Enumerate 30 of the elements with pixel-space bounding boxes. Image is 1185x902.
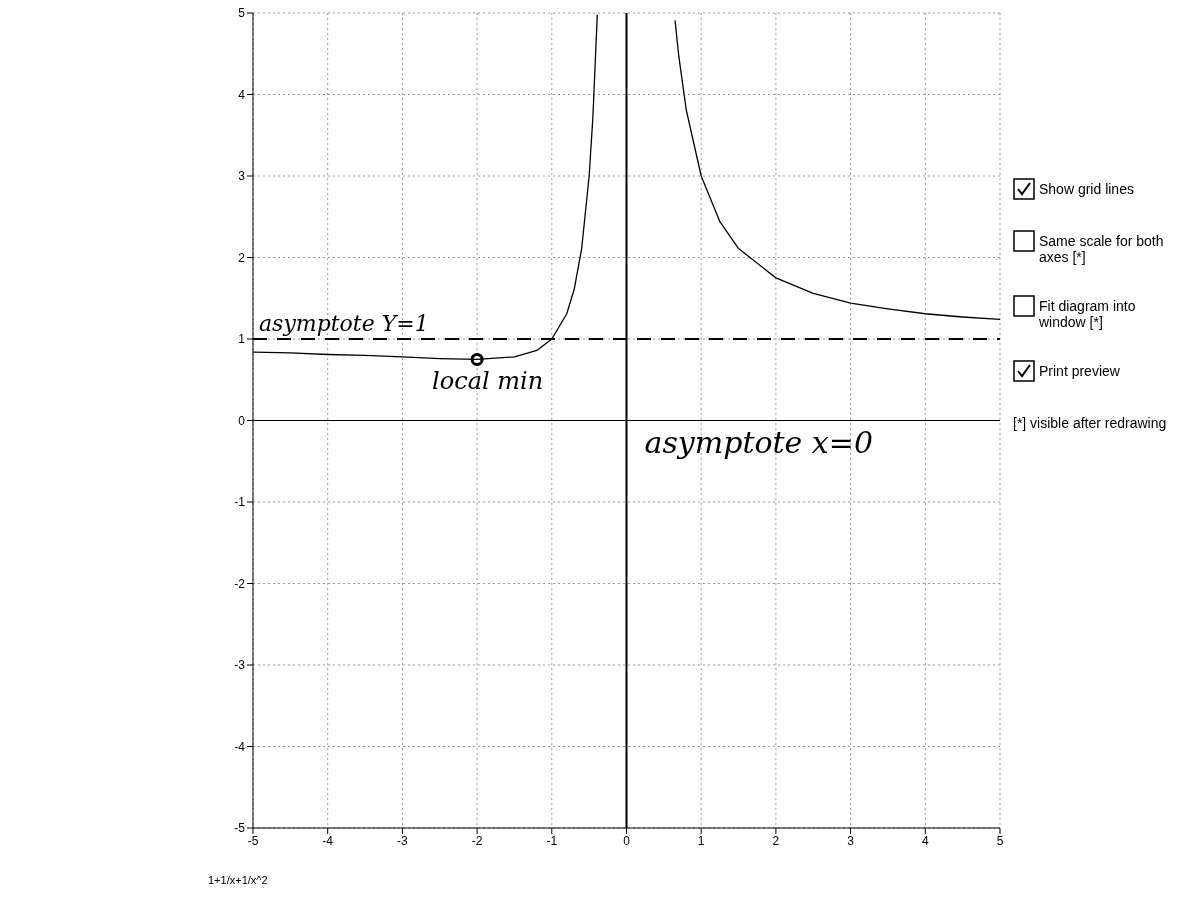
text: Same scale for both axes [*]	[1039, 232, 1165, 265]
x-tick-label: 5	[996, 833, 1004, 848]
text: Print preview	[1039, 362, 1120, 379]
y-tick-label: -4	[234, 739, 246, 754]
text: [*] visible after redrawing	[1013, 414, 1167, 431]
x-tick-label: -4	[322, 833, 334, 848]
ref-line-label: asymptote Y=1	[259, 311, 429, 336]
y-tick-label: 4	[238, 87, 246, 102]
x-tick-label: 4	[921, 833, 929, 848]
y-tick-label: 2	[238, 250, 246, 265]
x-tick-label: 2	[772, 833, 780, 848]
ref-line-label: asymptote x=0	[644, 425, 873, 461]
annotation: local min	[432, 367, 544, 396]
x-tick-label: -2	[471, 833, 483, 848]
y-tick-label: 3	[238, 169, 246, 184]
y-tick-label: 1	[238, 332, 246, 347]
y-tick-label: -1	[234, 495, 246, 510]
x-tick-label: 1	[697, 833, 705, 848]
x-tick-label: -3	[397, 833, 409, 848]
text: Fit diagram into window [*]	[1039, 297, 1137, 330]
x-tick-label: 3	[847, 833, 855, 848]
x-tick-label: -1	[546, 833, 558, 848]
y-tick-label: -5	[234, 821, 246, 836]
y-tick-label: -3	[234, 658, 246, 673]
y-tick-label: 0	[238, 413, 246, 428]
text: Show grid lines	[1039, 180, 1134, 197]
y-tick-label: 5	[238, 6, 246, 21]
text: 1+1/x+1/x^2	[208, 874, 268, 886]
y-tick-label: -2	[234, 576, 246, 591]
x-tick-label: 0	[623, 833, 631, 848]
